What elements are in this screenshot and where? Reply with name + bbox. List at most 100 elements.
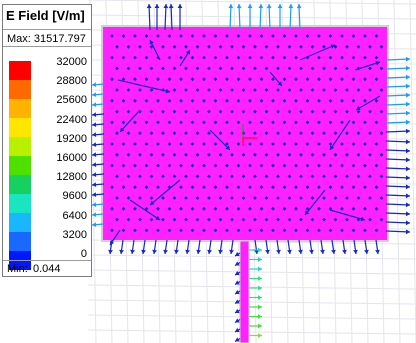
field-dot <box>230 88 234 92</box>
field-dot <box>287 88 292 92</box>
field-arrow <box>91 162 105 168</box>
field-dot <box>276 152 280 157</box>
field-dot <box>184 66 188 71</box>
field-dot <box>305 55 310 60</box>
legend-swatch <box>9 99 31 118</box>
field-dot <box>172 131 177 136</box>
field-arrow <box>385 202 411 208</box>
field-dot <box>317 163 321 168</box>
field-dot <box>156 77 160 82</box>
field-dot <box>121 206 126 211</box>
field-arrow <box>331 239 336 255</box>
field-dot <box>184 109 188 114</box>
field-dot <box>282 228 287 233</box>
field-dot <box>138 196 142 200</box>
field-dot <box>202 142 206 146</box>
field-arrow <box>385 56 411 62</box>
field-dot <box>161 217 165 222</box>
field-dot <box>144 34 149 38</box>
field-dot <box>172 217 177 222</box>
field-dot <box>110 142 114 146</box>
field-dot <box>322 66 326 71</box>
field-dot <box>110 77 114 82</box>
field-dot <box>167 228 172 233</box>
field-arrow <box>249 266 262 272</box>
field-arrow <box>288 3 294 31</box>
field-dot <box>345 196 349 200</box>
field-arrow <box>91 172 105 178</box>
field-dot <box>310 88 315 92</box>
field-dot <box>328 55 333 60</box>
field-dot <box>259 185 264 190</box>
field-arrow <box>385 148 411 154</box>
legend-tick: 16000 <box>56 152 87 164</box>
field-dot <box>305 142 310 146</box>
field-arrow <box>154 4 160 30</box>
field-dot <box>179 206 183 211</box>
field-arrow <box>117 79 171 94</box>
field-dot <box>195 217 200 222</box>
field-dot <box>374 120 379 125</box>
field-dot <box>218 88 223 92</box>
field-dot <box>190 120 195 125</box>
field-dot <box>356 196 361 200</box>
field-dot <box>121 77 126 82</box>
field-dot <box>213 120 218 125</box>
field-arrow <box>385 65 411 71</box>
field-arrow <box>265 239 270 255</box>
field-dot <box>356 88 361 92</box>
field-arrow <box>234 327 241 333</box>
field-dot <box>126 174 131 179</box>
legend-max-value: Max: 31517.797 <box>3 29 91 47</box>
field-dot <box>264 109 269 114</box>
field-arrow <box>247 4 253 30</box>
field-dot <box>110 163 114 168</box>
field-dot <box>133 120 137 125</box>
field-dot <box>287 196 292 200</box>
field-dot <box>299 44 303 49</box>
field-dot <box>225 185 229 190</box>
field-dot <box>328 228 333 233</box>
field-dot <box>271 206 275 211</box>
field-dot <box>115 152 119 157</box>
field-dot <box>161 131 165 136</box>
field-dot <box>363 77 367 82</box>
field-dot <box>294 120 298 125</box>
legend-title: E Field [V/m] <box>6 8 85 23</box>
field-arrow <box>385 175 411 181</box>
field-dot <box>230 196 234 200</box>
field-arrow <box>249 247 262 253</box>
field-arrow <box>209 129 231 151</box>
field-dot <box>345 109 349 114</box>
field-dot <box>179 163 183 168</box>
field-dot <box>156 206 160 211</box>
field-arrow <box>342 239 347 255</box>
field-dot <box>356 44 361 49</box>
field-dot <box>236 120 241 125</box>
grid-line <box>409 0 416 343</box>
field-dot <box>374 77 379 82</box>
field-dot <box>133 98 137 103</box>
field-dot <box>345 152 349 157</box>
field-dot <box>144 228 149 233</box>
field-dot <box>156 34 160 38</box>
field-arrow <box>329 119 351 151</box>
field-dot <box>351 185 356 190</box>
field-arrow <box>207 239 212 255</box>
field-dot <box>218 196 223 200</box>
field-arrow <box>91 222 105 228</box>
field-dot <box>333 131 338 136</box>
field-arrow <box>320 239 325 255</box>
field-arrow <box>146 3 152 31</box>
field-dot <box>172 196 177 200</box>
field-dot <box>351 163 356 168</box>
field-dot <box>167 206 172 211</box>
field-dot <box>184 152 188 157</box>
field-dot <box>115 196 119 200</box>
field-dot <box>110 34 114 38</box>
field-dot <box>236 228 241 233</box>
field-dot <box>328 98 333 103</box>
field-dot <box>282 98 287 103</box>
field-dot <box>126 66 131 71</box>
